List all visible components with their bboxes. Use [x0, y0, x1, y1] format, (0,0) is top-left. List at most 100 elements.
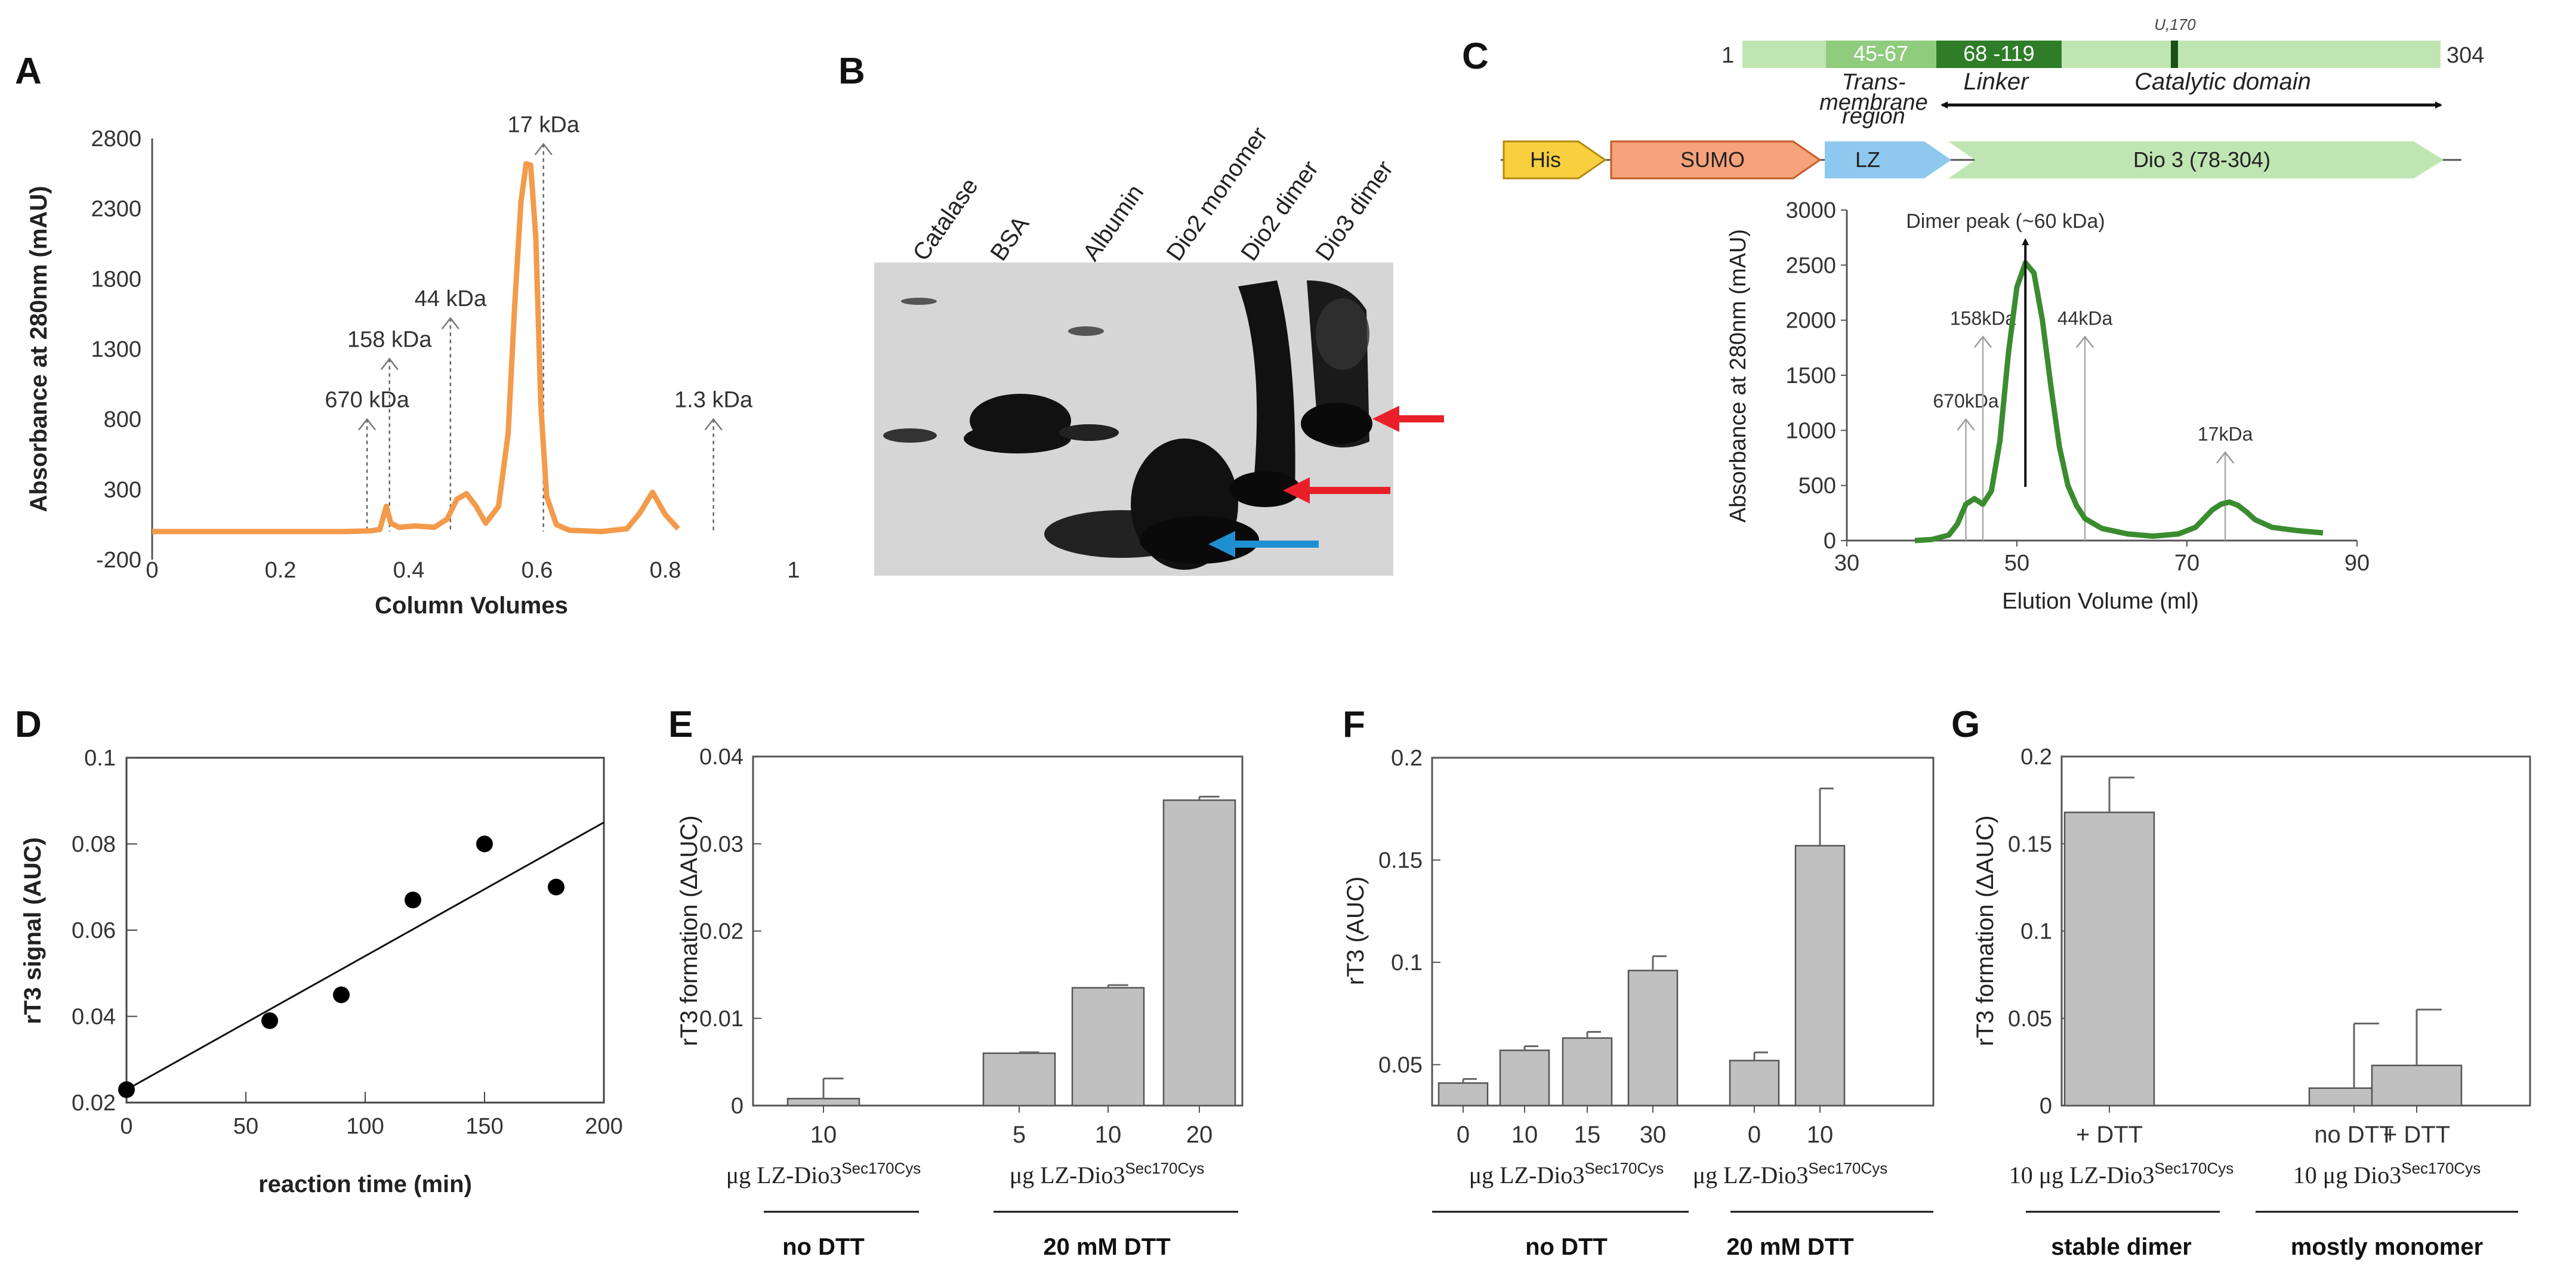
chart-d: 0.02 0.04 0.06 0.08 0.1 0 50 100 150 200 rT3 sig… [20, 746, 623, 1197]
chart-g-category-label: + DTT [2383, 1122, 2450, 1148]
chart-d-ytick-label: 0.02 [72, 1091, 116, 1116]
chart-g-group-condition: stable dimer [2051, 1234, 2192, 1260]
chart-c-marker-arrow-icon [2216, 451, 2235, 464]
chart-a-xlabel: Column Volumes [375, 592, 568, 619]
chart-e-category-label: 5 [1013, 1122, 1026, 1148]
chart-a-xtick-label: 1 [787, 558, 800, 583]
chart-f-ytick-label: 0.1 [1391, 950, 1423, 976]
chart-e-category-label: 20 [1186, 1122, 1213, 1148]
red-arrow-icon [1372, 406, 1444, 432]
chart-a-ytick-label: 1800 [91, 267, 141, 292]
chart-c-ytick-label: 1000 [1785, 418, 1836, 443]
panel-label-g: G [1951, 704, 1980, 745]
chart-a-xtick-label: 0.8 [650, 558, 681, 583]
construct-dio3-label: Dio 3 (78-304) [2133, 147, 2270, 172]
chart-d-xtick-label: 150 [465, 1114, 503, 1139]
chart-d-yticks: 0.02 0.04 0.06 0.08 0.1 [72, 746, 137, 1116]
gel-lane-label-dio2-dimer: Dio2 dimer [1236, 156, 1324, 266]
chart-c-xtick-label: 90 [2344, 551, 2370, 576]
chart-a-marker-arrow-icon [534, 143, 553, 156]
chart-g-ylabel: rT3 formation (ΔAUC) [1972, 816, 1998, 1047]
chart-e-ytick-label: 0.04 [699, 745, 744, 770]
chart-a-xtick-label: 0 [146, 558, 158, 583]
chart-g-ytick-label: 0.15 [2008, 832, 2052, 857]
domain-seg1: 45-67 [1853, 41, 1908, 66]
panel-label-f: F [1343, 704, 1365, 745]
chart-f-category-label: 0 [1457, 1122, 1470, 1148]
chart-a-series-line [152, 160, 680, 535]
chart-d-point [405, 891, 421, 909]
domain-tm-3: region [1842, 104, 1905, 129]
domain-catalytic: Catalytic domain [2134, 69, 2311, 95]
chart-e-bar [1162, 799, 1236, 1107]
panel-label-b: B [838, 51, 865, 92]
construct-dio3 [1948, 141, 2444, 178]
chart-c-yticks: 0 500 1000 1500 2000 2500 3000 [1785, 198, 1847, 554]
chart-f-bar [1729, 1060, 1780, 1107]
chart-c-xtick-label: 30 [1834, 551, 1859, 576]
domain-map: 1 45-67 68 -119 304 U,170 Trans- membran… [1722, 16, 2484, 129]
chart-f-bar [1562, 1037, 1613, 1107]
construct-his-label: His [1530, 147, 1561, 172]
chart-e: 0 0.01 0.02 0.03 0.04 10 5 10 20 rT3 formation … [676, 745, 1244, 1260]
chart-f-ytick-label: 0.15 [1378, 848, 1423, 873]
chart-c-xtick-label: 70 [2174, 551, 2199, 576]
chart-g: 00.050.10.150.2 + DTT no DTT+ DTT rT3 for… [1972, 745, 2531, 1260]
chart-g-bar [2063, 811, 2155, 1107]
chart-e-category-label: 10 [1095, 1122, 1122, 1148]
gel-lane-label-albumin: Albumin [1078, 180, 1149, 266]
chart-f-group-condition: 20 mM DTT [1726, 1234, 1853, 1260]
chart-a-marker-label: 44 kDa [415, 286, 487, 311]
construct-lz [1825, 141, 1951, 178]
chart-d-point [476, 835, 493, 853]
chart-e-yticks: 0 0.01 0.02 0.03 0.04 [699, 745, 761, 1119]
chart-f-ytick-label: 0.2 [1391, 746, 1423, 771]
chart-d-ylabel: rT3 signal (AUC) [20, 837, 46, 1024]
chart-f-group-unit: μg LZ-Dio3Sec170Cys [1693, 1159, 1888, 1189]
chart-g-categories: + DTT no DTT+ DTT [2076, 1106, 2450, 1148]
chart-d-xtick-label: 50 [233, 1114, 258, 1139]
chart-e-group-unit: μg LZ-Dio3Sec170Cys [1010, 1159, 1205, 1189]
chart-a-marker-label: 670 kDa [325, 388, 409, 413]
construct: His SUMO LZ Dio 3 (78-304) [1501, 140, 2461, 180]
domain-tm-1: Trans- [1842, 70, 1906, 95]
chart-d-points [118, 835, 564, 1098]
chart-a-marker-arrow-icon [358, 418, 377, 431]
chart-c-xticks: 30 50 70 90 [1834, 541, 2370, 576]
chart-a-ytick-label: 2800 [91, 126, 141, 152]
chart-c-ytick-label: 2500 [1785, 253, 1836, 278]
chart-e-ytick-label: 0.03 [699, 832, 744, 857]
gel-lane-labels: Catalase BSA Albumin Dio2 monomer Dio2 d… [908, 122, 1398, 266]
chart-a-marker-label: 17 kDa [508, 112, 580, 137]
chart-g-ytick-label: 0.1 [2020, 919, 2052, 944]
chart-e-bar [786, 1098, 860, 1107]
chart-c-markers: 670kDa 158kDa 44kDa 17kDa [1933, 307, 2253, 541]
chart-c-marker-arrow-icon [1974, 335, 1992, 348]
chart-e-categories: 10 5 10 20 [810, 1106, 1213, 1148]
chart-d-xticks: 0 50 100 150 200 [120, 1092, 623, 1139]
chart-d-xlabel: reaction time (min) [258, 1171, 472, 1197]
chart-c-marker-label: 670kDa [1933, 390, 1999, 412]
chart-e-bars [786, 795, 1236, 1107]
chart-g-ytick-label: 0 [2040, 1094, 2052, 1119]
chart-e-ytick-label: 0 [731, 1094, 744, 1119]
chart-e-group-unit: μg LZ-Dio3Sec170Cys [726, 1159, 921, 1189]
domain-linker: Linker [1964, 69, 2030, 95]
chart-f-ytick-label: 0.05 [1378, 1052, 1423, 1078]
panel-label-a: A [15, 51, 42, 92]
chart-f-bars [1437, 787, 1846, 1107]
chart-c-marker-label: 44kDa [2057, 307, 2113, 329]
chart-c-series-line [1914, 260, 2324, 544]
blue-arrow-icon [1208, 531, 1319, 557]
chart-a-ytick-label: -200 [96, 548, 141, 573]
chart-d-frame [125, 757, 605, 1104]
domain-end: 304 [2447, 43, 2484, 68]
chart-a-xtick-label: 0.6 [522, 558, 553, 583]
gel-lane-label-catalase: Catalase [908, 174, 983, 266]
chart-d-ytick-label: 0.1 [84, 746, 116, 771]
chart-f-group-condition: no DTT [1525, 1234, 1608, 1260]
chart-a-xtick-label: 0.4 [393, 558, 425, 583]
chart-a-marker-label: 158 kDa [347, 327, 432, 352]
chart-g-group-condition: mostly monomer [2291, 1234, 2483, 1260]
